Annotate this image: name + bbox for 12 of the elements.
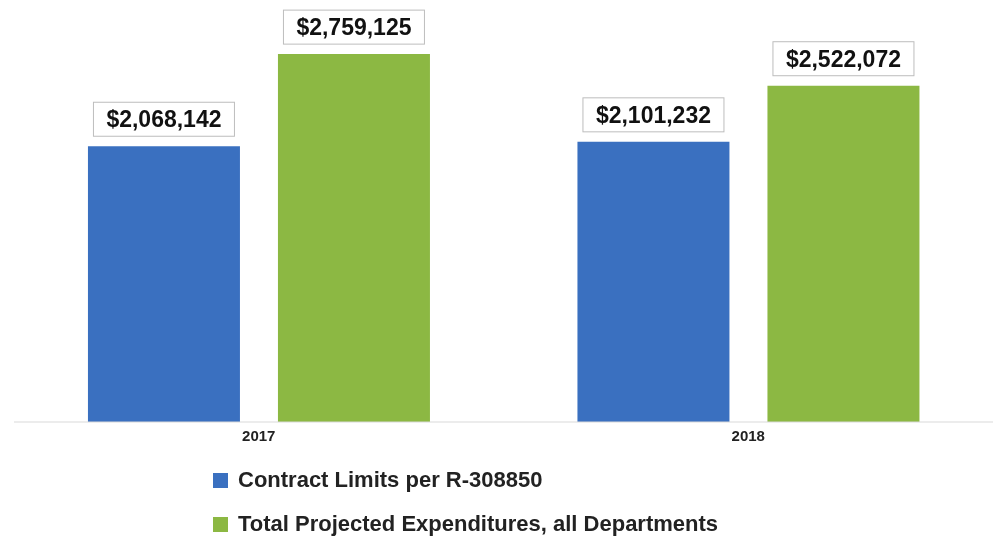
data-label: $2,101,232 [595, 101, 712, 128]
bar [767, 85, 920, 422]
data-label: $2,522,072 [785, 45, 902, 72]
bar [577, 141, 730, 422]
x-tick-label: 2017 [242, 426, 276, 444]
bar [87, 146, 240, 422]
data-label: $2,759,125 [296, 14, 412, 41]
x-tick-label: 2018 [731, 426, 765, 444]
bar [277, 54, 430, 422]
legend-label: Contract Limits per R-308850 [238, 467, 543, 493]
legend-label: Total Projected Expenditures, all Departments [238, 511, 719, 537]
data-label: $2,068,142 [106, 106, 222, 133]
